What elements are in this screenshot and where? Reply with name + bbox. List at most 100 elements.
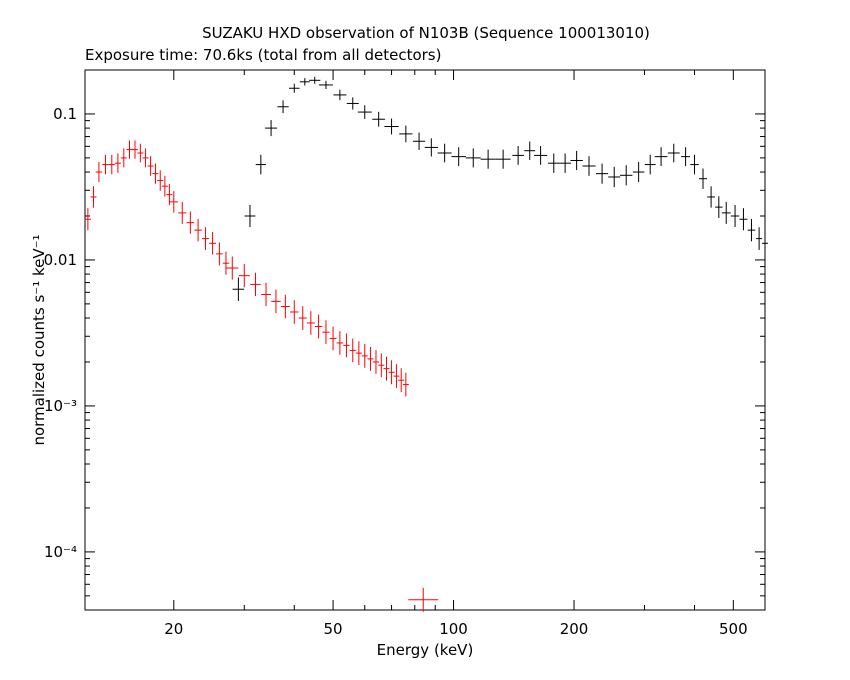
data-point bbox=[644, 154, 656, 175]
data-point bbox=[399, 125, 413, 143]
series bbox=[84, 140, 409, 397]
data-point bbox=[378, 353, 385, 378]
data-point bbox=[265, 120, 278, 137]
data-point bbox=[319, 80, 333, 90]
data-point bbox=[333, 89, 347, 101]
data-point bbox=[186, 211, 195, 234]
data-point bbox=[707, 186, 715, 208]
data-point bbox=[209, 231, 216, 255]
data-point bbox=[619, 165, 633, 186]
data-point bbox=[194, 218, 202, 242]
data-point bbox=[108, 154, 115, 175]
data-point bbox=[132, 140, 139, 159]
x-tick-label: 500 bbox=[719, 620, 748, 638]
data-point bbox=[570, 150, 583, 171]
data-point bbox=[84, 208, 91, 231]
data-point bbox=[299, 78, 310, 86]
data-point bbox=[465, 148, 481, 168]
data-point bbox=[384, 118, 399, 135]
data-point bbox=[721, 201, 731, 224]
data-series bbox=[84, 76, 768, 612]
data-point bbox=[102, 154, 109, 175]
chart-subtitle: Exposure time: 70.6ks (total from all de… bbox=[85, 46, 441, 64]
data-point bbox=[238, 264, 250, 288]
data-point bbox=[402, 372, 409, 397]
data-point bbox=[147, 156, 154, 176]
y-tick-label: 0.01 bbox=[44, 251, 77, 269]
data-point bbox=[222, 251, 230, 275]
y-tick-label: 10⁻³ bbox=[44, 397, 77, 415]
data-point bbox=[120, 148, 127, 168]
data-point bbox=[372, 111, 386, 127]
data-point bbox=[372, 350, 379, 374]
data-point bbox=[137, 143, 144, 163]
data-point bbox=[559, 153, 571, 173]
data-point bbox=[681, 147, 691, 167]
data-point bbox=[548, 153, 560, 173]
series bbox=[408, 587, 439, 612]
x-tick-label: 50 bbox=[324, 620, 343, 638]
data-point bbox=[739, 208, 748, 231]
data-point bbox=[244, 204, 256, 227]
data-point bbox=[178, 201, 187, 224]
data-point bbox=[280, 294, 290, 319]
data-point bbox=[756, 227, 763, 250]
data-point bbox=[451, 147, 466, 167]
data-point bbox=[437, 143, 452, 163]
y-tick-label: 0.1 bbox=[53, 105, 77, 123]
data-point bbox=[632, 162, 645, 183]
x-tick-label: 20 bbox=[164, 620, 183, 638]
data-point bbox=[250, 272, 261, 297]
data-point bbox=[161, 175, 168, 197]
data-point bbox=[495, 149, 511, 169]
axis-ticks bbox=[85, 69, 766, 611]
data-point bbox=[226, 256, 239, 280]
data-point bbox=[306, 311, 315, 335]
data-point bbox=[715, 196, 723, 218]
data-point bbox=[357, 105, 372, 119]
data-point bbox=[412, 132, 426, 151]
data-point bbox=[90, 186, 97, 208]
x-axis-label: Energy (keV) bbox=[377, 641, 474, 659]
data-point bbox=[277, 100, 289, 114]
data-point bbox=[355, 341, 362, 365]
data-point bbox=[126, 140, 133, 159]
data-point bbox=[388, 360, 395, 385]
plot-frame bbox=[84, 69, 766, 611]
data-point bbox=[314, 314, 323, 339]
data-point bbox=[329, 326, 337, 351]
data-point bbox=[336, 331, 344, 355]
data-point bbox=[654, 147, 668, 167]
data-point bbox=[595, 163, 609, 184]
data-point bbox=[534, 146, 548, 165]
x-tick-label: 100 bbox=[439, 620, 468, 638]
data-point bbox=[290, 300, 299, 324]
data-point bbox=[512, 146, 524, 165]
data-point bbox=[608, 166, 621, 188]
axis-tick-labels: 20 50 100 200 500 10⁻⁴ 10⁻³ 0.01 0.1 bbox=[44, 105, 748, 638]
data-point bbox=[271, 289, 281, 314]
data-point bbox=[408, 587, 439, 612]
data-point bbox=[424, 138, 438, 157]
data-point bbox=[95, 162, 103, 183]
data-point bbox=[255, 154, 266, 175]
data-point bbox=[582, 156, 596, 176]
data-point bbox=[309, 76, 321, 84]
data-point bbox=[367, 346, 374, 371]
data-point bbox=[698, 168, 708, 189]
x-tick-label: 200 bbox=[560, 620, 589, 638]
data-point bbox=[349, 338, 356, 363]
data-point bbox=[261, 282, 271, 307]
chart-title: SUZAKU HXD observation of N103B (Sequenc… bbox=[202, 24, 650, 42]
data-point bbox=[346, 97, 359, 110]
series bbox=[232, 76, 768, 301]
data-point bbox=[298, 306, 307, 330]
data-point bbox=[216, 242, 223, 266]
data-point bbox=[398, 368, 405, 393]
data-point bbox=[166, 184, 173, 206]
data-point bbox=[524, 141, 536, 160]
data-point bbox=[289, 83, 300, 93]
data-point bbox=[201, 227, 210, 250]
data-point bbox=[142, 148, 149, 168]
